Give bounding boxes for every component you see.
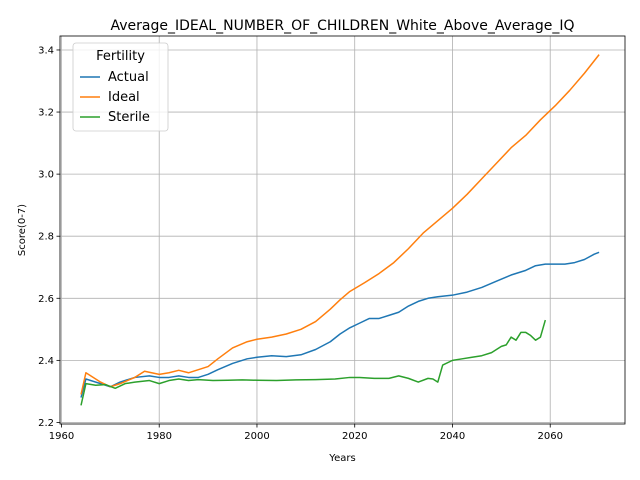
legend-label-sterile: Sterile: [108, 110, 150, 125]
chart-title: Average_IDEAL_NUMBER_OF_CHILDREN_White_A…: [110, 18, 574, 34]
y-tick-label: 2.8: [38, 232, 54, 243]
x-tick-label: 1960: [49, 431, 74, 442]
x-tick-label: 2060: [537, 431, 562, 442]
x-tick-label: 2020: [342, 431, 367, 442]
x-tick-label: 2040: [440, 431, 465, 442]
legend-items: Actual Ideal Sterile: [80, 70, 150, 125]
legend-box: [72, 42, 169, 132]
x-tick-label: 1980: [146, 431, 171, 442]
y-tick-label: 3.2: [38, 108, 54, 119]
series-lines: [80, 54, 600, 406]
y-tick-label: 2.4: [38, 356, 54, 367]
x-tick-label: 2000: [244, 431, 269, 442]
axis-ticks: 1960 1980 2000 2020 2040 2060 2.2 2.4 2.6 2.8 3.0 3…: [38, 45, 563, 442]
y-tick-label: 3.4: [38, 45, 54, 56]
y-tick-label: 2.6: [38, 294, 54, 305]
legend-label-ideal: Ideal: [108, 90, 140, 105]
y-axis-label: Score(0-7): [17, 204, 28, 256]
plot-frame: [59, 35, 626, 425]
series-line-actual: [80, 251, 600, 398]
legend-label-actual: Actual: [108, 70, 149, 85]
y-tick-label: 2.2: [38, 418, 54, 429]
series-line-sterile: [80, 319, 547, 406]
x-axis-label: Years: [328, 453, 355, 464]
legend: Fertility Actual Ideal Sterile: [72, 42, 169, 132]
y-tick-label: 3.0: [38, 170, 54, 181]
legend-title: Fertility: [96, 49, 145, 64]
series-line-ideal: [80, 54, 600, 395]
